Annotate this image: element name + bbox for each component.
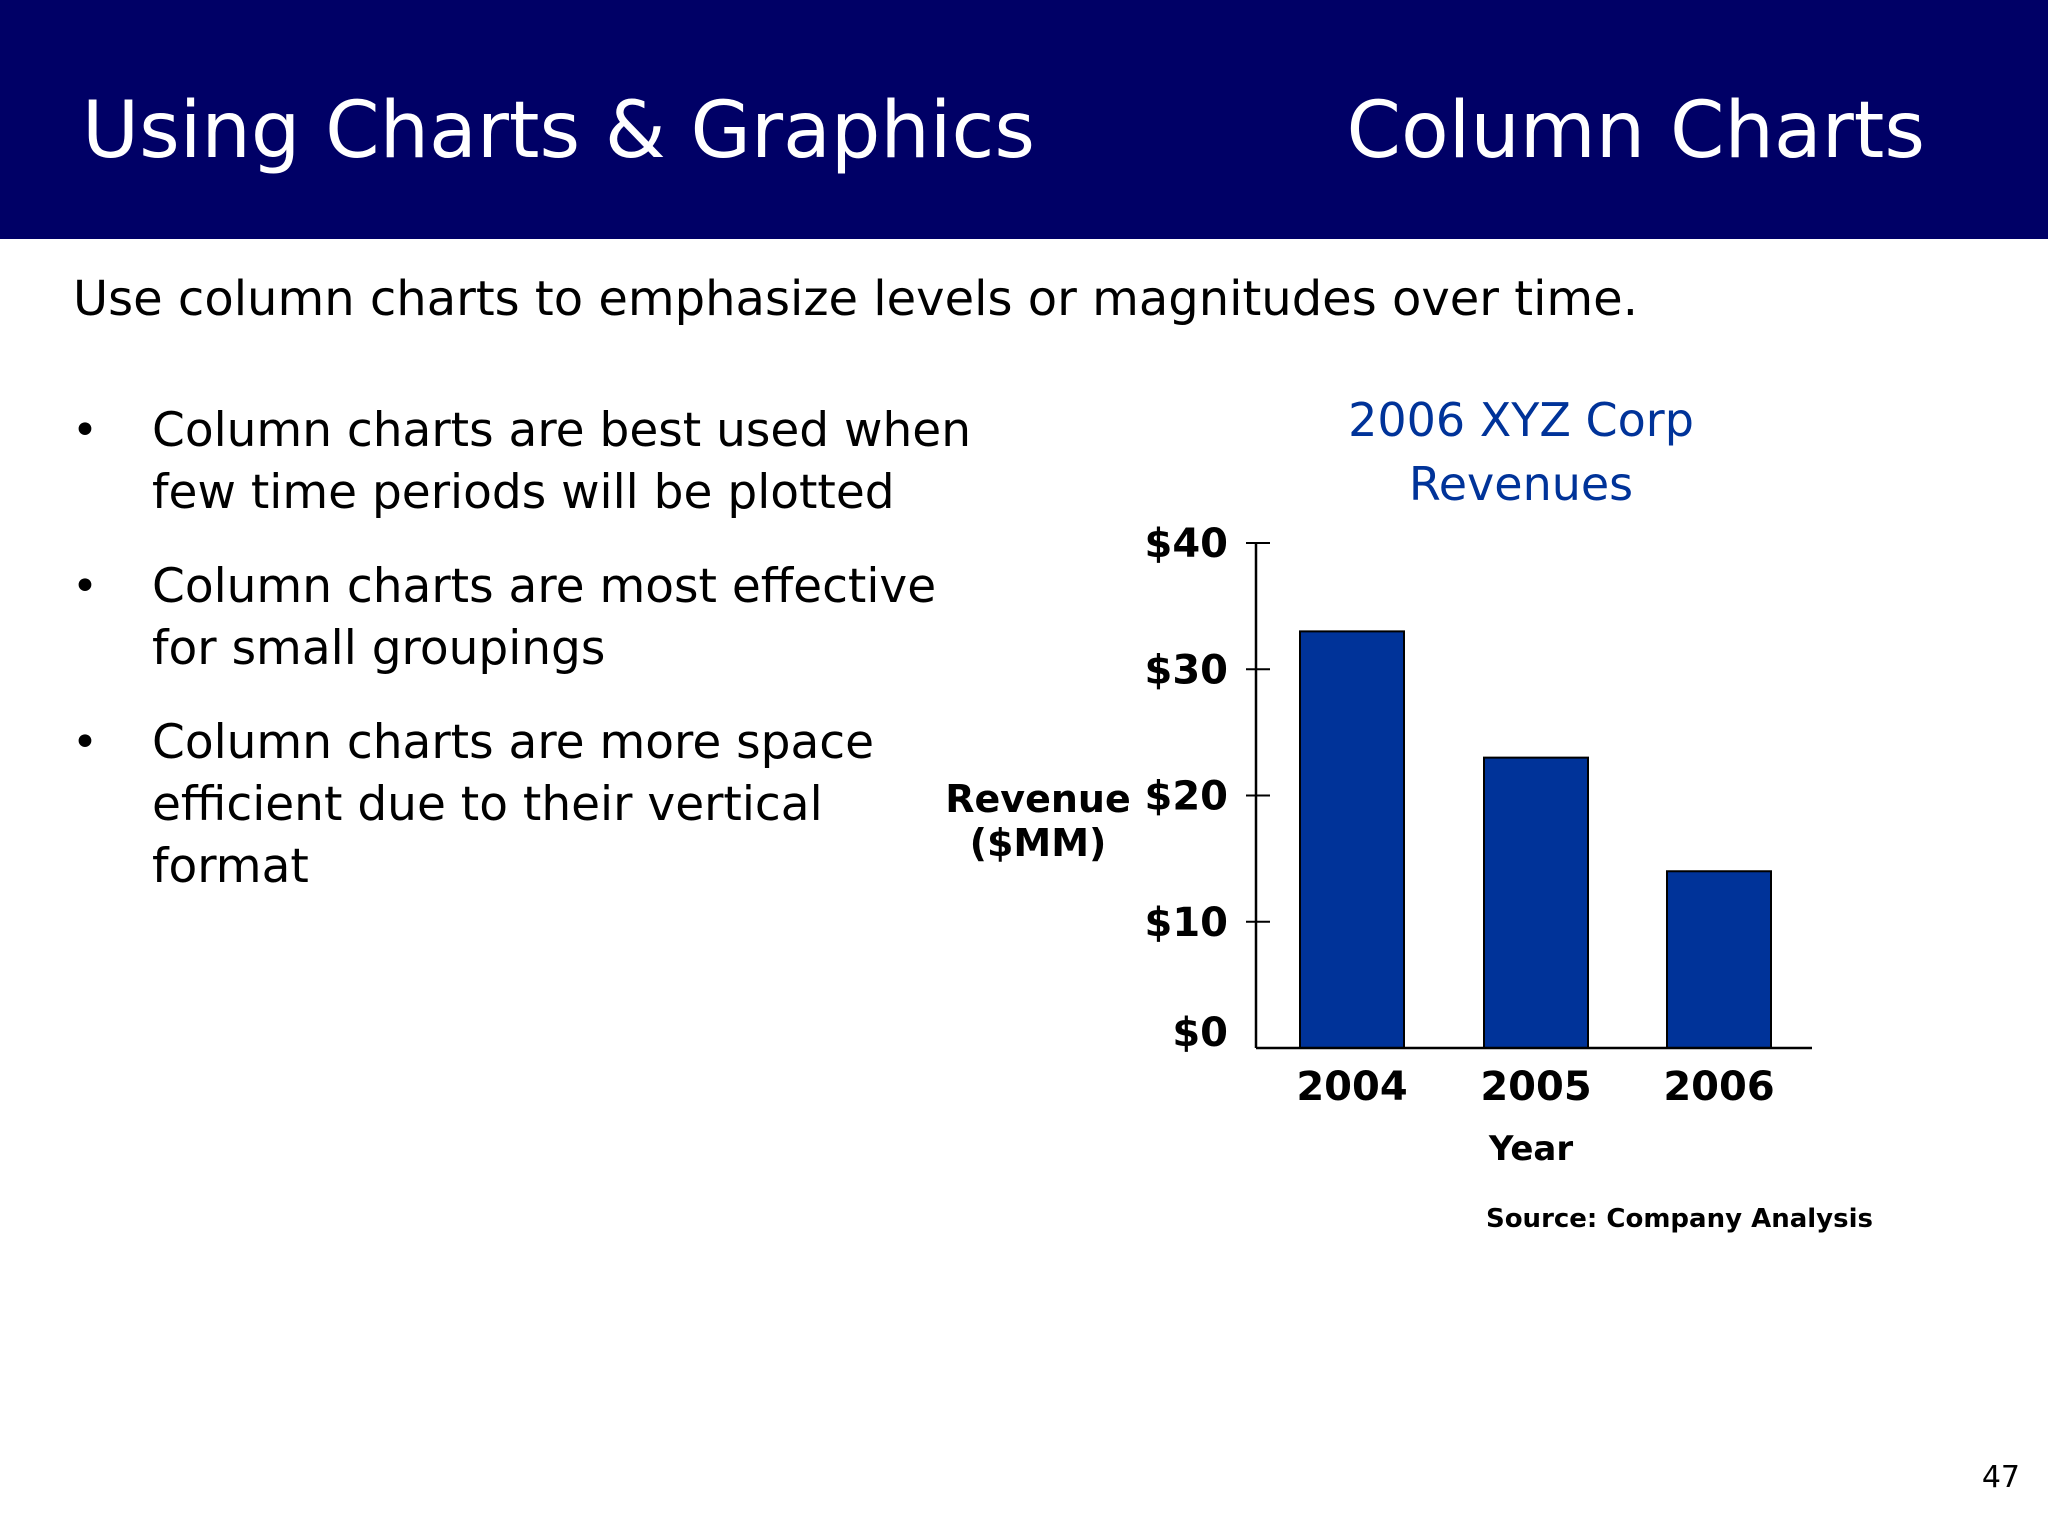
bar: [1299, 630, 1405, 1049]
bullet-icon: •: [72, 717, 98, 768]
section-title: Using Charts & Graphics: [82, 86, 1035, 176]
bullet-list: • Column charts are best used when few t…: [72, 400, 972, 930]
header-bar: Using Charts & Graphics Column Charts: [0, 0, 2048, 239]
bullet-item: • Column charts are best used when few t…: [72, 400, 972, 524]
bullet-item: • Column charts are more space efficient…: [72, 712, 972, 898]
x-axis-label: Year: [1488, 1129, 1574, 1169]
slide-subtitle: Use column charts to emphasize levels or…: [73, 271, 1638, 327]
bullet-icon: •: [72, 561, 98, 612]
bar: [1483, 756, 1589, 1049]
bullet-text: Column charts are best used when few tim…: [152, 403, 971, 520]
y-axis-label: ($MM): [970, 821, 1107, 865]
source-note: Source: Company Analysis: [1486, 1204, 1873, 1234]
y-tick-label: $10: [1145, 900, 1229, 946]
bullet-item: • Column charts are most effective for s…: [72, 556, 972, 680]
chart-title: 2006 XYZ Corp: [1348, 393, 1694, 447]
bullet-text: Column charts are more space efficient d…: [152, 715, 875, 894]
slide-title: Column Charts: [1346, 86, 1926, 176]
bar: [1666, 870, 1772, 1049]
bullet-icon: •: [72, 405, 98, 456]
chart-title: Revenues: [1409, 457, 1633, 511]
x-tick-label: 2006: [1663, 1064, 1774, 1110]
y-tick-label: $40: [1145, 521, 1229, 567]
y-axis-label: Revenue: [945, 777, 1130, 821]
page-number: 47: [1981, 1460, 2020, 1495]
x-tick-label: 2005: [1480, 1064, 1591, 1110]
bullet-text: Column charts are most effective for sma…: [152, 559, 937, 676]
x-tick-label: 2004: [1296, 1064, 1407, 1110]
y-tick-label: $0: [1172, 1010, 1228, 1056]
y-tick-label: $30: [1145, 647, 1229, 693]
y-tick-label: $20: [1145, 774, 1229, 820]
